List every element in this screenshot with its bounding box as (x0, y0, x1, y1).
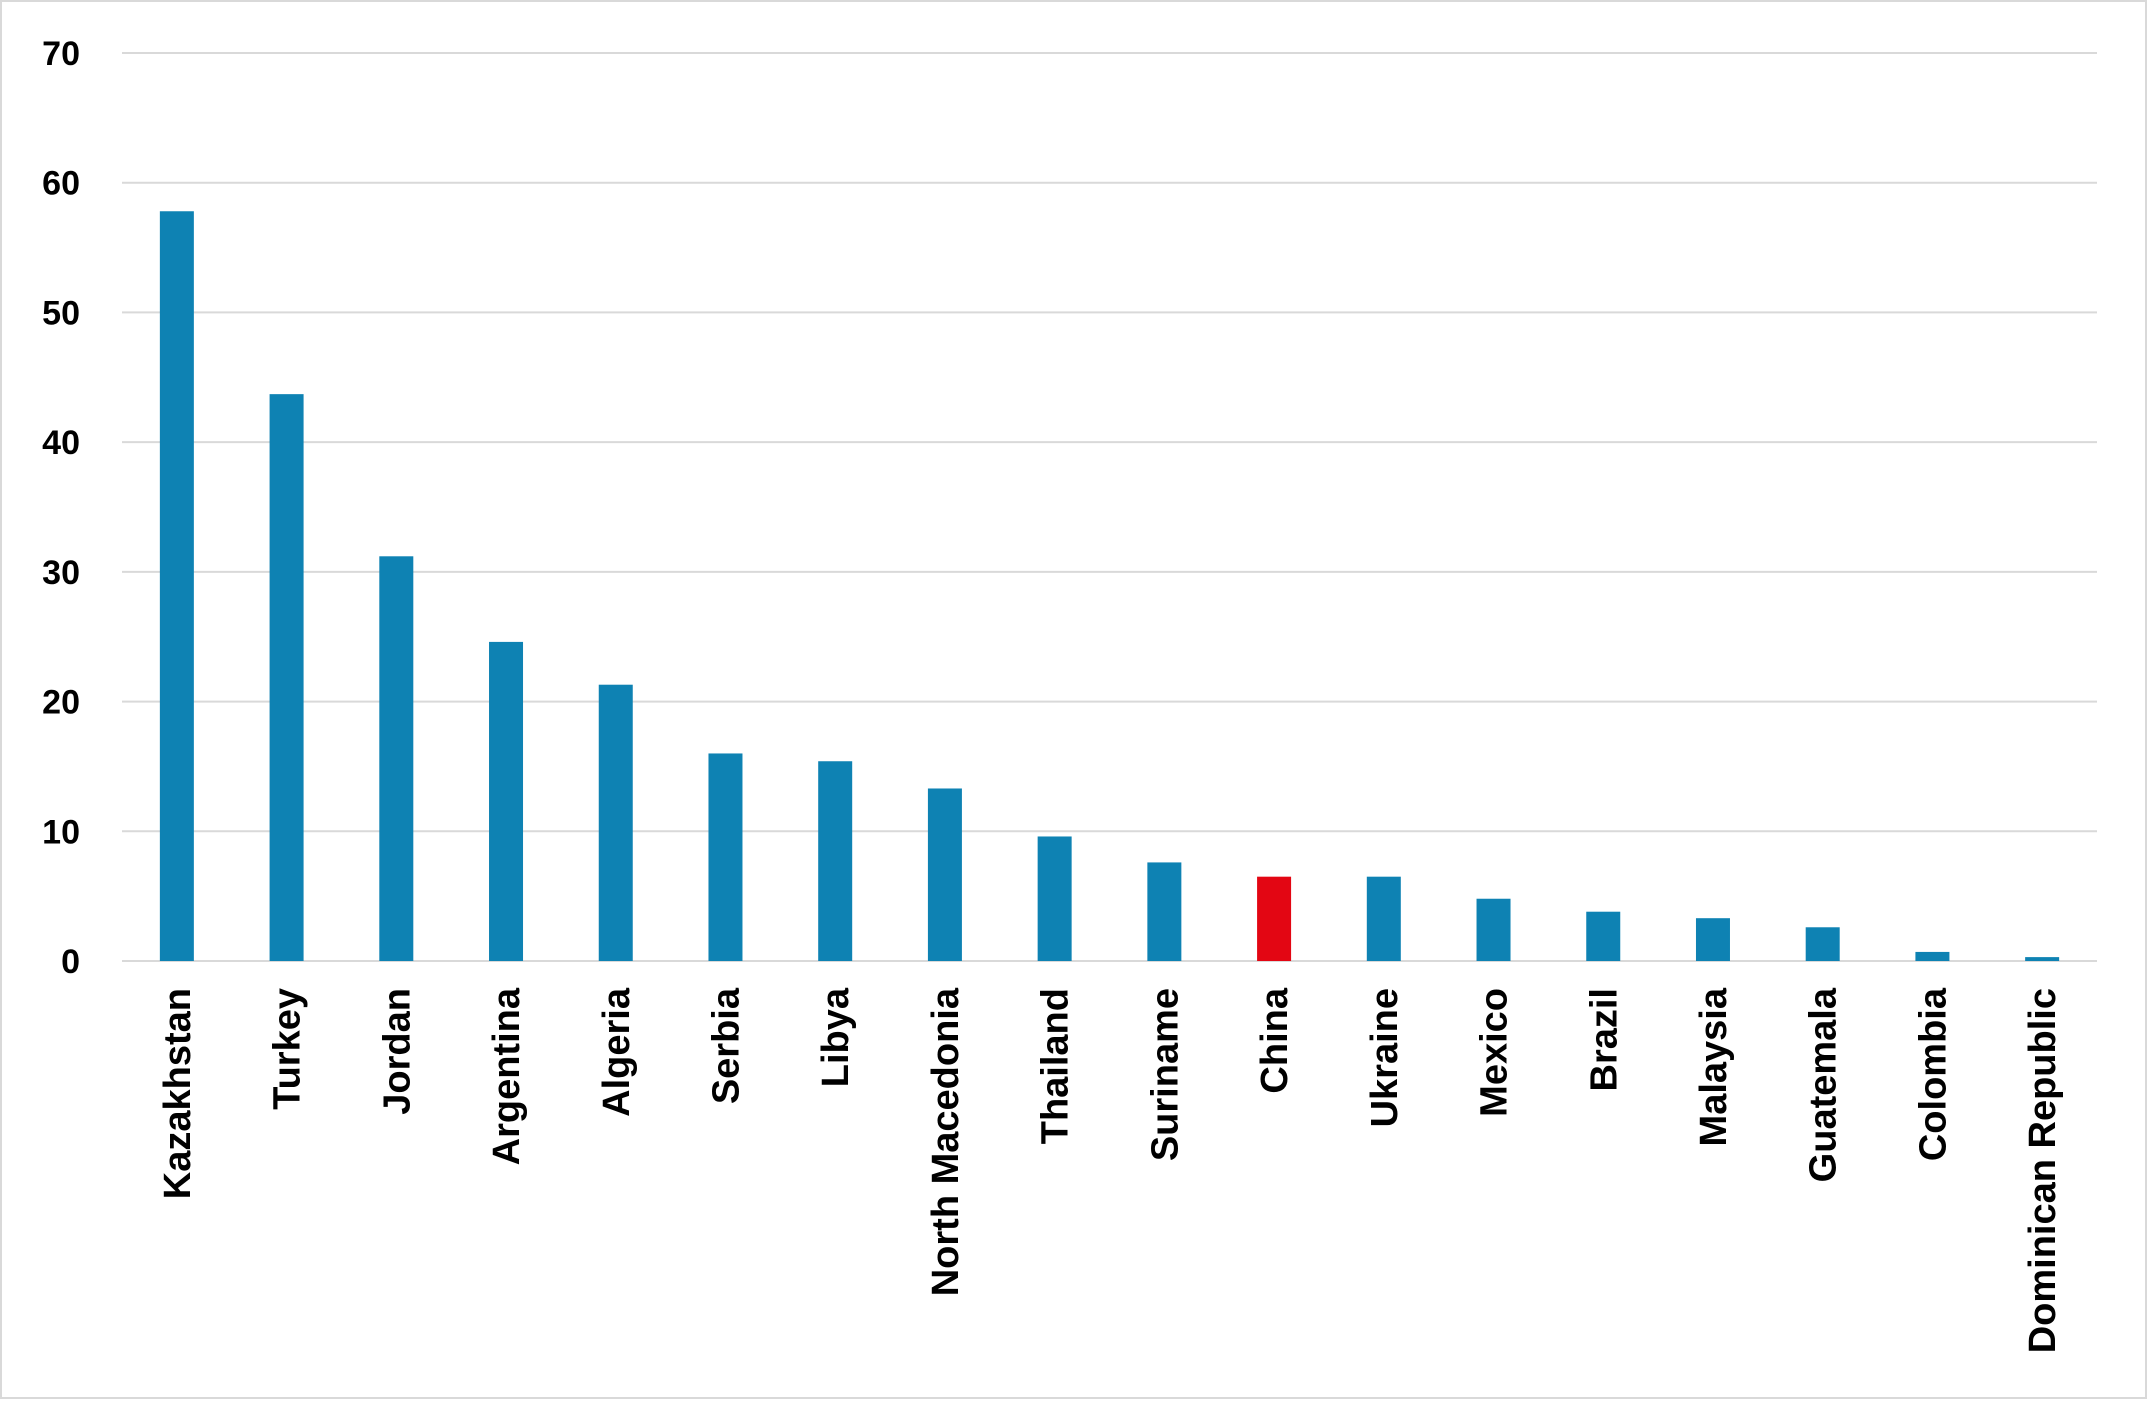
bar-guatemala (1805, 927, 1840, 961)
x-tick-label: Suriname (1144, 988, 1186, 1161)
x-tick-label: North Macedonia (925, 987, 967, 1296)
x-tick-label: Ukraine (1364, 988, 1406, 1127)
x-tick-label: Argentina (486, 987, 528, 1165)
bar-malaysia (1695, 918, 1730, 961)
x-tick-label: Dominican Republic (2022, 988, 2064, 1353)
x-tick-label: Malaysia (1693, 987, 1735, 1146)
y-tick-label: 30 (42, 554, 80, 592)
x-tick-label: China (1254, 987, 1296, 1093)
bars (159, 211, 2060, 961)
bar-dominican-republic (2025, 957, 2060, 961)
bar-argentina (489, 641, 524, 961)
y-tick-label: 70 (42, 35, 80, 73)
x-tick-label: Colombia (1912, 987, 1954, 1161)
x-tick-label: Thailand (1035, 988, 1077, 1144)
bar-kazakhstan (159, 211, 194, 961)
bar-ukraine (1366, 876, 1401, 961)
y-axis-ticks: 0 10 20 30 40 50 60 70 (42, 35, 80, 981)
gridlines (122, 52, 2097, 962)
x-tick-label: Libya (815, 987, 857, 1087)
x-tick-label: Brazil (1583, 988, 1625, 1091)
y-tick-label: 20 (42, 684, 80, 722)
x-tick-label: Kazakhstan (157, 988, 199, 1199)
bar-brazil (1586, 911, 1621, 961)
bar-north-macedonia (927, 788, 962, 961)
x-tick-label: Algeria (596, 987, 638, 1117)
bar-algeria (598, 684, 633, 961)
x-tick-label: Serbia (705, 987, 747, 1104)
x-tick-label: Mexico (1474, 988, 1516, 1117)
bar-jordan (379, 556, 414, 961)
x-axis-ticks: Kazakhstan Turkey Jordan Argentina Algeria Se… (157, 987, 2064, 1353)
bar-colombia (1915, 951, 1950, 961)
bar-thailand (1037, 836, 1072, 961)
y-tick-label: 10 (42, 813, 80, 851)
y-tick-label: 0 (61, 943, 80, 981)
x-tick-label: Guatemala (1803, 987, 1845, 1182)
x-tick-label: Turkey (267, 988, 309, 1110)
bar-china (1257, 876, 1292, 961)
bar-mexico (1476, 898, 1511, 961)
bar-turkey (269, 394, 304, 961)
y-tick-label: 40 (42, 424, 80, 462)
bar-libya (818, 761, 853, 961)
bar-serbia (708, 753, 743, 961)
bar-suriname (1147, 862, 1182, 961)
x-tick-label: Jordan (376, 988, 418, 1115)
y-tick-label: 50 (42, 294, 80, 332)
y-tick-label: 60 (42, 165, 80, 203)
